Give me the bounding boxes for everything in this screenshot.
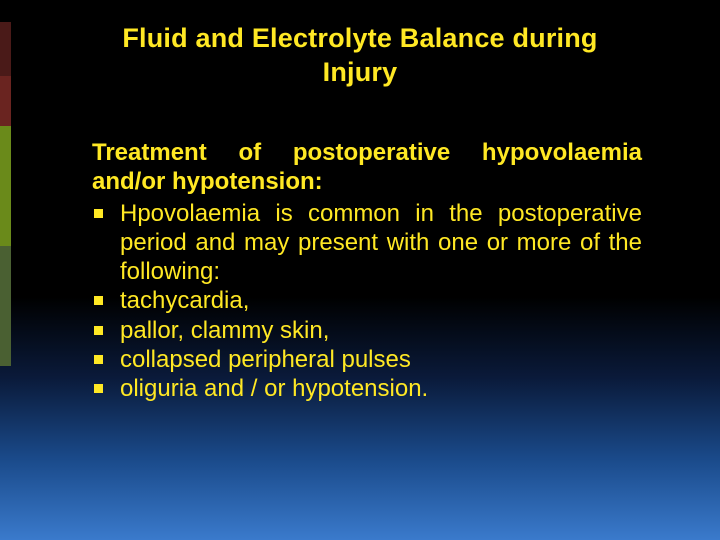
list-item: Hpovolaemia is common in the postoperati… [92,199,642,287]
slide-body: Treatment of postoperative hypovolaemia … [92,138,642,403]
accent-segment [0,126,11,246]
body-subheading: Treatment of postoperative hypovolaemia … [92,138,642,197]
list-item: collapsed peripheral pulses [92,345,642,374]
accent-bar [0,22,11,366]
accent-segment [0,22,11,76]
list-item: oliguria and / or hypotension. [92,374,642,403]
bullet-list: Hpovolaemia is common in the postoperati… [92,199,642,404]
list-item: tachycardia, [92,286,642,315]
accent-segment [0,76,11,126]
slide: Fluid and Electrolyte Balance during Inj… [0,0,720,540]
list-item: pallor, clammy skin, [92,316,642,345]
accent-segment [0,246,11,366]
slide-title: Fluid and Electrolyte Balance during Inj… [95,22,625,90]
